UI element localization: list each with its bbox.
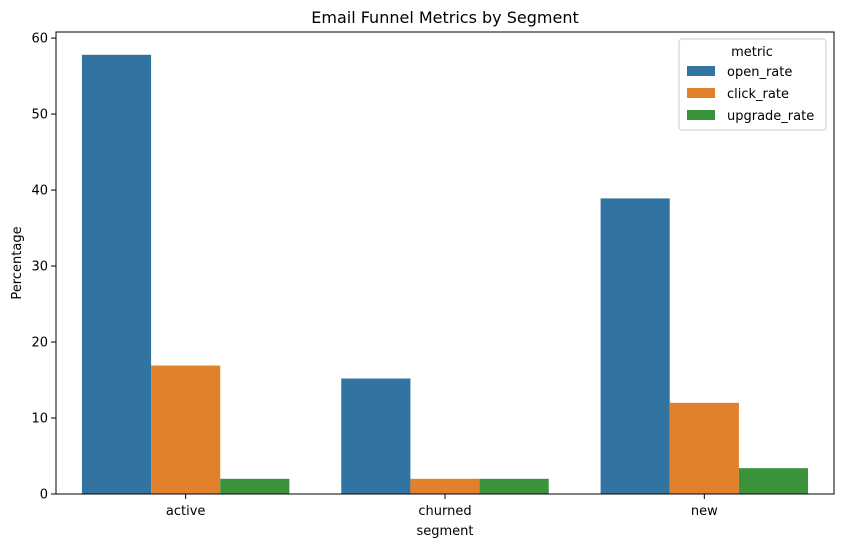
plot-frame xyxy=(55,31,835,495)
bar-churned-click_rate xyxy=(410,478,480,494)
bar-new-click_rate xyxy=(669,402,739,494)
y-tick-label: 40 xyxy=(31,184,48,199)
bar-active-upgrade_rate xyxy=(220,478,290,494)
x-axis: active churned new xyxy=(166,494,718,519)
legend-label-click_rate: click_rate xyxy=(727,87,789,102)
bar-churned-upgrade_rate xyxy=(479,478,549,494)
y-tick-label: 50 xyxy=(31,108,48,123)
bars-group xyxy=(81,54,809,494)
y-axis: 0 10 20 30 40 50 60 xyxy=(31,32,56,503)
bar-new-upgrade_rate xyxy=(738,468,809,494)
bar-churned-open_rate xyxy=(341,378,411,494)
legend-frame xyxy=(678,38,827,131)
y-tick-label: 20 xyxy=(31,336,48,351)
legend-swatch-click_rate xyxy=(687,88,715,98)
bar-active-click_rate xyxy=(151,365,221,494)
legend-swatch-open_rate xyxy=(687,66,715,76)
y-tick-label: 0 xyxy=(40,488,48,503)
x-tick-label: active xyxy=(166,504,206,519)
legend-title: metric xyxy=(731,45,773,60)
y-tick-label: 30 xyxy=(31,260,48,275)
bar-active-open_rate xyxy=(81,54,152,494)
legend-label-upgrade_rate: upgrade_rate xyxy=(727,109,814,124)
y-tick-label: 10 xyxy=(31,412,48,427)
chart-title: Email Funnel Metrics by Segment xyxy=(311,8,578,27)
legend-swatch-upgrade_rate xyxy=(687,110,715,120)
x-tick-label: new xyxy=(691,504,718,519)
legend: metric open_rate click_rate upgrade_rate xyxy=(678,38,827,131)
bar-new-open_rate xyxy=(600,198,670,494)
x-axis-label: segment xyxy=(416,524,473,539)
y-axis-label: Percentage xyxy=(10,226,25,299)
y-tick-label: 60 xyxy=(31,32,48,47)
legend-label-open_rate: open_rate xyxy=(727,65,792,80)
x-tick-label: churned xyxy=(418,504,471,519)
